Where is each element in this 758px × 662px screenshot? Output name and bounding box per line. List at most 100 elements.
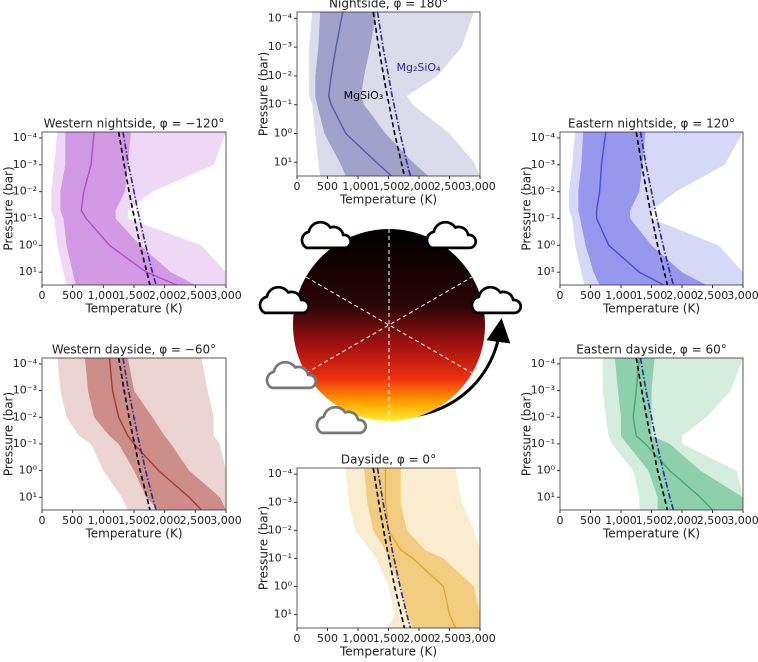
panel-title: Nightside, φ = 180° (329, 0, 448, 11)
y-axis-label: Pressure (bar) (257, 52, 271, 136)
x-tick-label: 2,000 (403, 632, 435, 645)
x-tick-label: 3,000 (727, 514, 758, 527)
x-tick-label: 1,500 (118, 289, 150, 302)
x-tick-label: 0 (294, 632, 301, 645)
x-tick-label: 1,500 (636, 289, 668, 302)
plot (57, 358, 226, 510)
x-tick-label: 500 (62, 289, 83, 302)
y-tick-label: 10⁻⁴ (268, 467, 293, 480)
x-tick-label: 1,000 (605, 289, 637, 302)
x-tick-label: 2,000 (666, 514, 698, 527)
x-tick-label: 0 (557, 289, 564, 302)
x-tick-label: 2,000 (149, 514, 181, 527)
y-tick-label: 10¹ (274, 608, 292, 621)
x-axis-label: Temperature (K) (84, 527, 182, 541)
y-tick-label: 10⁻⁴ (268, 11, 293, 24)
y-tick-label: 10⁻¹ (13, 211, 37, 224)
y-tick-label: 10⁻² (13, 410, 37, 423)
y-tick-label: 10⁻¹ (531, 437, 555, 450)
y-tick-label: 10⁻³ (531, 158, 555, 171)
x-tick-label: 1,000 (605, 514, 637, 527)
y-tick-label: 10⁻⁴ (13, 357, 38, 370)
x-tick-label: 1,000 (88, 514, 120, 527)
globe-illustration (260, 222, 521, 433)
y-tick-label: 10⁻¹ (268, 551, 292, 564)
y-tick-label: 10⁰ (274, 126, 293, 139)
y-axis-label: Pressure (bar) (257, 506, 271, 590)
x-tick-label: 1,000 (342, 180, 374, 193)
y-tick-label: 10¹ (274, 155, 292, 168)
x-tick-label: 3,000 (210, 514, 242, 527)
y-tick-label: 10⁰ (19, 238, 38, 251)
x-tick-label: 0 (294, 180, 301, 193)
panel-title: Dayside, φ = 0° (341, 453, 436, 467)
x-tick-label: 0 (39, 289, 46, 302)
x-axis-label: Temperature (K) (602, 527, 700, 541)
plot (603, 358, 743, 510)
x-tick-label: 2,000 (149, 289, 181, 302)
y-tick-label: 10⁻³ (268, 495, 292, 508)
x-tick-label: 2,500 (434, 632, 466, 645)
x-tick-label: 2,500 (697, 289, 729, 302)
x-tick-label: 1,000 (342, 632, 374, 645)
curve-label: Mg₂SiO₄ (397, 61, 442, 74)
plot (569, 132, 743, 285)
plot (346, 468, 480, 628)
y-tick-label: 10⁻⁴ (531, 357, 556, 370)
x-tick-label: 1,000 (88, 289, 120, 302)
y-tick-label: 10⁻¹ (531, 211, 555, 224)
y-tick-label: 10⁻² (531, 410, 555, 423)
x-tick-label: 0 (557, 514, 564, 527)
x-tick-label: 500 (317, 632, 338, 645)
y-tick-label: 10⁻² (13, 185, 37, 198)
panel-title: Eastern dayside, φ = 60° (576, 343, 727, 357)
y-tick-label: 10⁻² (268, 69, 292, 82)
y-tick-label: 10⁰ (537, 238, 556, 251)
plot (309, 12, 480, 176)
y-tick-label: 10⁰ (274, 580, 293, 593)
x-tick-label: 2,000 (666, 289, 698, 302)
y-tick-label: 10¹ (19, 265, 37, 278)
x-tick-label: 3,000 (464, 180, 496, 193)
y-tick-label: 10⁻⁴ (13, 131, 38, 144)
y-tick-label: 10⁻³ (13, 384, 37, 397)
y-axis-label: Pressure (bar) (520, 392, 534, 476)
y-tick-label: 10⁻¹ (13, 437, 37, 450)
x-axis-label: Temperature (K) (339, 193, 437, 207)
y-tick-label: 10¹ (537, 490, 555, 503)
x-tick-label: 1,500 (118, 514, 150, 527)
x-tick-label: 2,500 (180, 289, 212, 302)
y-tick-label: 10⁰ (19, 464, 38, 477)
x-tick-label: 3,000 (210, 289, 242, 302)
y-tick-label: 10⁻³ (268, 40, 292, 53)
x-tick-label: 0 (39, 514, 46, 527)
curve-label: MgSiO₃ (344, 89, 384, 102)
y-tick-label: 10¹ (19, 490, 37, 503)
y-tick-label: 10⁻⁴ (531, 131, 556, 144)
panel-title: Western dayside, φ = −60° (52, 343, 216, 357)
x-tick-label: 3,000 (464, 632, 496, 645)
x-tick-label: 500 (62, 514, 83, 527)
y-tick-label: 10⁻³ (13, 158, 37, 171)
y-tick-label: 10⁻² (268, 523, 292, 536)
y-axis-label: Pressure (bar) (2, 392, 16, 476)
x-tick-label: 2,000 (403, 180, 435, 193)
x-tick-label: 1,500 (636, 514, 668, 527)
x-tick-label: 2,500 (434, 180, 466, 193)
y-tick-label: 10⁻² (531, 185, 555, 198)
plot (51, 132, 226, 285)
x-tick-label: 2,500 (180, 514, 212, 527)
panel-title: Western nightside, φ = −120° (44, 117, 225, 131)
x-tick-label: 3,000 (727, 289, 758, 302)
x-axis-label: Temperature (K) (339, 645, 437, 659)
y-tick-label: 10⁻¹ (268, 98, 292, 111)
panel-title: Eastern nightside, φ = 120° (568, 117, 735, 131)
x-axis-label: Temperature (K) (84, 302, 182, 316)
